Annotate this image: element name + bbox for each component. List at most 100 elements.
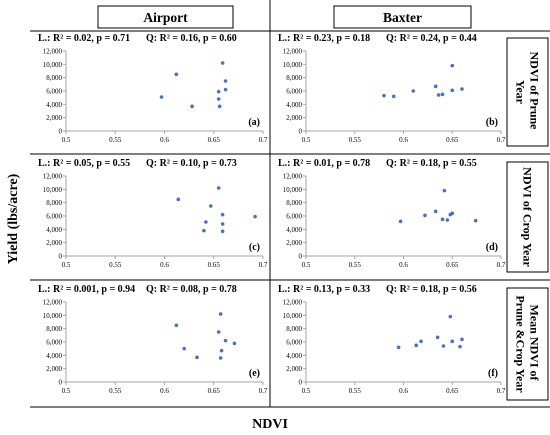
data-point [433, 209, 438, 214]
data-point [223, 338, 228, 343]
y-tick-label: 8,000 [46, 199, 62, 207]
panel-letter: (b) [486, 117, 498, 128]
stats-quadratic: Q: R² = 0.18, p = 0.55 [386, 158, 477, 169]
data-point [473, 218, 478, 223]
x-tick-label: 0.6 [160, 387, 169, 395]
stats-quadratic: Q: R² = 0.18, p = 0.56 [386, 284, 477, 295]
scatter-panels: L.: R² = 0.02, p = 0.71 Q: R² = 0.16, p =… [38, 33, 506, 395]
x-tick-label: 0.55 [109, 261, 122, 269]
x-tick-label: 0.7 [259, 387, 268, 395]
data-point [448, 314, 453, 319]
y-tick-label: 12,000 [283, 48, 303, 56]
x-axis-label: NDVI [252, 417, 288, 432]
x-tick-label: 0.5 [302, 136, 311, 144]
row-title-2: NDVI of Crop Year [521, 167, 535, 267]
data-point [220, 212, 225, 217]
x-tick-label: 0.5 [302, 261, 311, 269]
panel-letter: (e) [249, 368, 260, 379]
y-tick-label: 6,000 [286, 88, 302, 96]
x-tick-label: 0.6 [399, 387, 408, 395]
scatter-panel: L.: R² = 0.13, p = 0.33 Q: R² = 0.18, p =… [278, 284, 506, 395]
data-point [450, 88, 455, 93]
scatter-panel: L.: R² = 0.23, p = 0.18 Q: R² = 0.24, p =… [278, 33, 506, 144]
y-axis-label: Yield (lbs/acre) [6, 173, 21, 264]
y-tick-label: 8,000 [46, 325, 62, 333]
data-point [442, 188, 447, 193]
data-point [450, 63, 455, 68]
y-tick-label: 12,000 [43, 173, 63, 181]
y-tick-label: 0 [59, 253, 63, 261]
data-point [216, 186, 221, 190]
data-point [398, 219, 403, 224]
y-tick-label: 10,000 [283, 61, 303, 69]
data-point [414, 343, 418, 348]
scatter-panel: L.: R² = 0.001, p = 0.94 Q: R² = 0.08, p … [38, 284, 268, 395]
row-title-3-line-2: Prune &Crop Year [514, 295, 528, 393]
x-tick-label: 0.5 [62, 387, 71, 395]
data-point [436, 93, 441, 97]
data-point [232, 341, 237, 346]
x-tick-label: 0.6 [399, 136, 408, 144]
stats-quadratic: Q: R² = 0.08, p = 0.78 [146, 284, 237, 295]
data-point [174, 323, 179, 328]
data-point [223, 87, 228, 92]
data-point [190, 104, 194, 109]
data-point [220, 229, 225, 234]
x-tick-label: 0.6 [399, 261, 408, 269]
stats-quadratic: Q: R² = 0.24, p = 0.44 [386, 33, 477, 44]
x-tick-label: 0.5 [302, 387, 311, 395]
y-tick-label: 0 [299, 128, 303, 136]
data-point [450, 339, 455, 344]
y-tick-label: 8,000 [286, 325, 302, 333]
y-tick-label: 6,000 [286, 213, 302, 221]
data-point [411, 89, 416, 93]
y-tick-label: 4,000 [46, 226, 62, 234]
panel-letter: (c) [249, 242, 260, 253]
x-tick-label: 0.7 [259, 136, 268, 144]
x-tick-label: 0.65 [208, 387, 221, 395]
y-tick-label: 6,000 [46, 213, 62, 221]
data-point [433, 84, 438, 89]
data-point [220, 61, 225, 65]
y-tick-label: 12,000 [43, 299, 63, 307]
row-title-box-1 [506, 37, 549, 147]
data-point [220, 222, 225, 226]
y-tick-label: 4,000 [286, 226, 302, 234]
x-tick-label: 0.55 [349, 261, 362, 269]
data-point [419, 339, 423, 344]
y-tick-label: 2,000 [46, 365, 62, 373]
y-tick-label: 2,000 [46, 114, 62, 122]
scatter-panel: L.: R² = 0.02, p = 0.71 Q: R² = 0.16, p =… [38, 33, 268, 144]
data-point [217, 104, 222, 109]
data-point [204, 220, 208, 224]
y-tick-label: 6,000 [46, 339, 62, 347]
y-tick-label: 0 [299, 379, 303, 387]
x-tick-label: 0.7 [497, 387, 506, 395]
data-point [182, 346, 186, 351]
stats-linear: L.: R² = 0.001, p = 0.94 [38, 284, 135, 295]
y-tick-label: 6,000 [46, 88, 62, 96]
data-point [396, 345, 401, 350]
data-point [450, 211, 455, 216]
data-point [445, 218, 450, 222]
stats-linear: L.: R² = 0.13, p = 0.33 [278, 284, 370, 295]
data-point [435, 335, 440, 340]
y-tick-label: 2,000 [286, 114, 302, 122]
x-tick-label: 0.7 [497, 136, 506, 144]
col-title-baxter: Baxter [383, 10, 422, 25]
y-tick-label: 2,000 [46, 239, 62, 247]
data-point [174, 72, 179, 77]
x-tick-label: 0.65 [208, 136, 221, 144]
y-tick-label: 2,000 [286, 239, 302, 247]
x-tick-label: 0.65 [446, 387, 459, 395]
panel-letter: (a) [248, 117, 260, 128]
stats-linear: L.: R² = 0.01, p = 0.78 [278, 158, 370, 169]
data-point [159, 95, 164, 99]
x-tick-label: 0.65 [446, 261, 459, 269]
row-title-2-line-1: NDVI of Crop Year [521, 167, 535, 267]
col-title-box-baxter [333, 5, 472, 29]
data-point [460, 87, 464, 91]
data-point [223, 79, 228, 83]
data-point [218, 312, 223, 316]
